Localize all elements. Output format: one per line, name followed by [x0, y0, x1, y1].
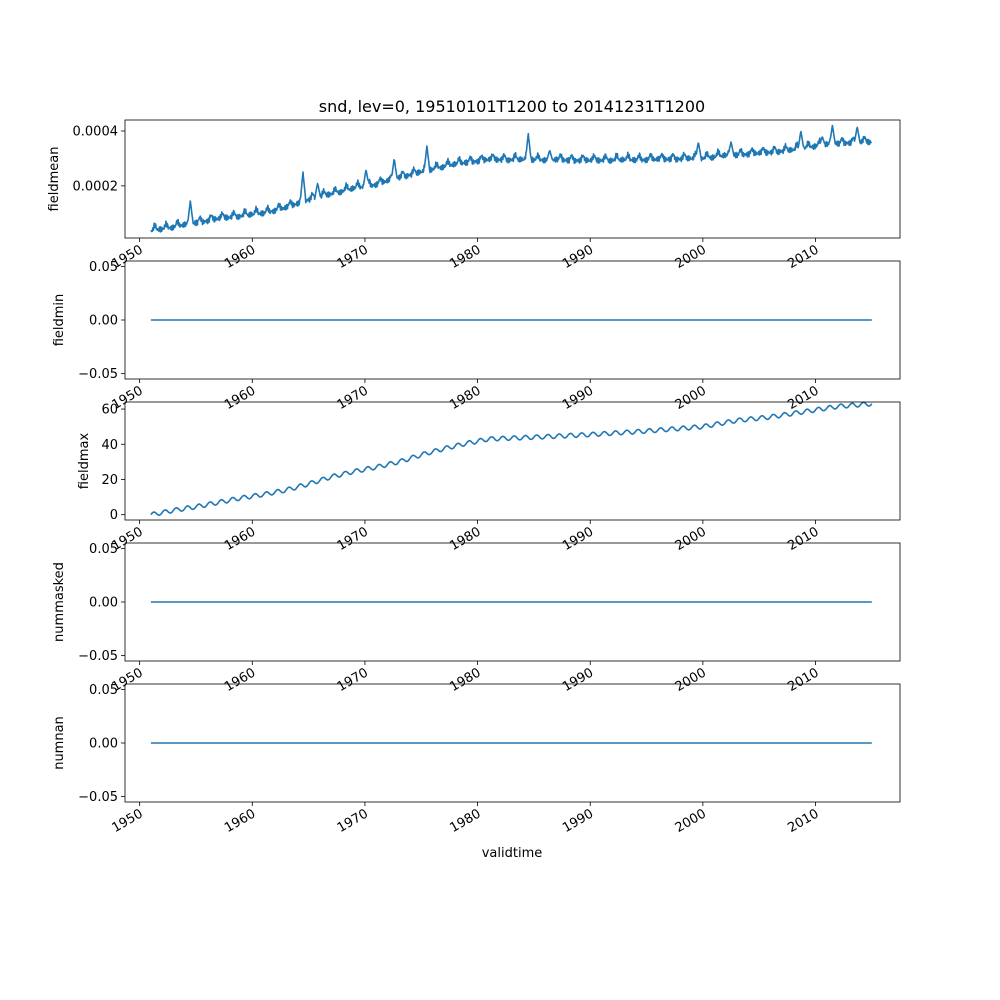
y-tick-label: 0.05	[89, 542, 118, 557]
y-axis-label: fieldmax	[77, 433, 92, 490]
x-axis-label: validtime	[482, 846, 543, 861]
series-line-fieldmax	[150, 401, 873, 516]
chart-title: snd, lev=0, 19510101T1200 to 20141231T12…	[319, 97, 705, 116]
axes-frame	[124, 401, 901, 521]
y-tick-label: 0.05	[89, 260, 118, 275]
y-axis-label: nummasked	[52, 562, 67, 642]
y-tick-label: 0.00	[89, 314, 118, 329]
y-tick-label: 0.0002	[73, 179, 119, 194]
y-tick-label: −0.05	[78, 649, 118, 664]
y-tick-label: 0.00	[89, 596, 118, 611]
y-tick-label: −0.05	[78, 790, 118, 805]
y-tick-label: 0.05	[89, 683, 118, 698]
y-axis-label: fieldmean	[47, 147, 62, 212]
y-tick-label: 0	[110, 508, 118, 523]
axes-frame	[124, 119, 901, 239]
y-tick-label: −0.05	[78, 367, 118, 382]
y-axis-label: fieldmin	[52, 294, 67, 347]
series-line-fieldmean	[150, 124, 873, 233]
y-tick-label: 0.00	[89, 737, 118, 752]
y-tick-label: 40	[101, 438, 118, 453]
y-tick-label: 20	[101, 473, 118, 488]
y-axis-label: numnan	[52, 716, 67, 770]
y-tick-label: 0.0004	[73, 124, 119, 139]
y-tick-label: 60	[101, 403, 118, 418]
